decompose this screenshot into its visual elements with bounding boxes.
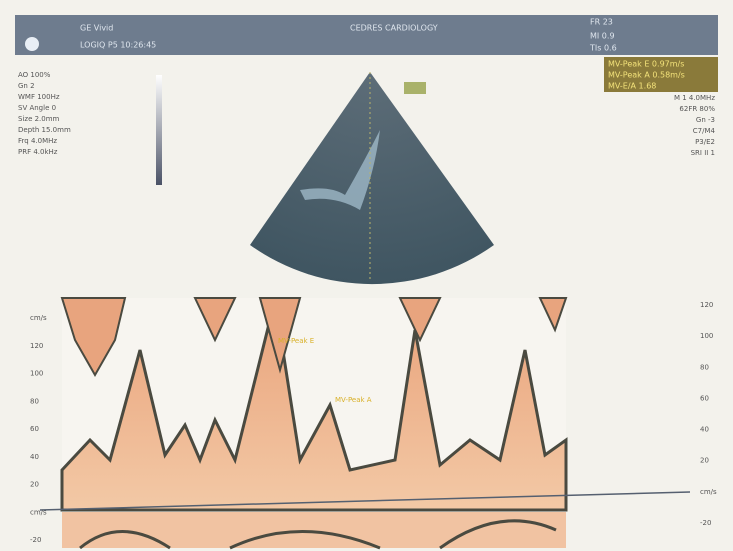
baseline: [39, 491, 691, 511]
right-param: P3/E2: [695, 138, 715, 146]
scale-label: 60: [30, 425, 39, 433]
doppler-label: MV-Peak A: [335, 396, 372, 404]
scale-label: 100: [700, 332, 713, 340]
aliased-spectrum: [60, 297, 568, 378]
scale-label: 20: [30, 481, 39, 489]
left-param: Gn 2: [18, 82, 35, 90]
measurement: MV-E/A 1.68: [608, 82, 656, 91]
header-bar: [15, 15, 718, 55]
left-param: AO 100%: [18, 71, 51, 79]
scale-label: -20: [30, 536, 41, 544]
right-param: C7/M4: [693, 127, 716, 135]
scale-label: cm/s: [30, 314, 47, 322]
scale-label: 60: [700, 394, 709, 402]
scale-label: -20: [700, 519, 711, 527]
sector-image: [250, 72, 494, 285]
scale-label: 80: [700, 363, 709, 371]
header-text: CEDRES CARDIOLOGY: [350, 24, 438, 33]
doppler-spectrum: [60, 299, 568, 512]
scale-label: 100: [30, 370, 43, 378]
scale-label: 80: [30, 397, 39, 405]
reverse-envelope: [79, 519, 557, 550]
header-text: TIs 0.6: [589, 44, 617, 53]
header-text: MI 0.9: [590, 32, 615, 41]
logo: [25, 37, 39, 51]
left-param: WMF 100Hz: [18, 93, 60, 101]
right-param: SRI II 1: [691, 149, 715, 157]
scale-label: 40: [700, 426, 709, 434]
scale-label: cm/s: [30, 508, 47, 516]
left-param: Size 2.0mm: [18, 115, 60, 123]
doppler-label: MV-Peak E: [278, 337, 314, 345]
left-param: Frq 4.0MHz: [18, 137, 57, 145]
scale-label: 40: [30, 453, 39, 461]
measurement: MV-Peak A 0.58m/s: [608, 71, 685, 80]
marker: [404, 82, 426, 94]
scale-label: 20: [700, 457, 709, 465]
left-param: PRF 4.0kHz: [18, 148, 58, 156]
measurement-box: [604, 57, 718, 92]
scale-label: cm/s: [700, 488, 717, 496]
right-param: M 1 4.0MHz: [674, 94, 715, 102]
scale-label: 120: [30, 342, 43, 350]
left-param: SV Angle 0: [18, 104, 56, 112]
gray-scale-bar: [156, 75, 162, 185]
reverse-spectrum: [62, 512, 566, 548]
left-param: Depth 15.0mm: [18, 126, 71, 134]
right-param: Gn -3: [696, 116, 715, 124]
header-text: FR 23: [590, 18, 613, 27]
right-param: 62FR 80%: [679, 105, 715, 113]
header-text: GE Vivid: [80, 24, 113, 33]
measurement: MV-Peak E 0.97m/s: [608, 60, 684, 69]
header-text: LOGIQ P5 10:26:45: [80, 41, 156, 50]
echo-structure: [300, 130, 380, 210]
scale-label: 120: [700, 301, 713, 309]
